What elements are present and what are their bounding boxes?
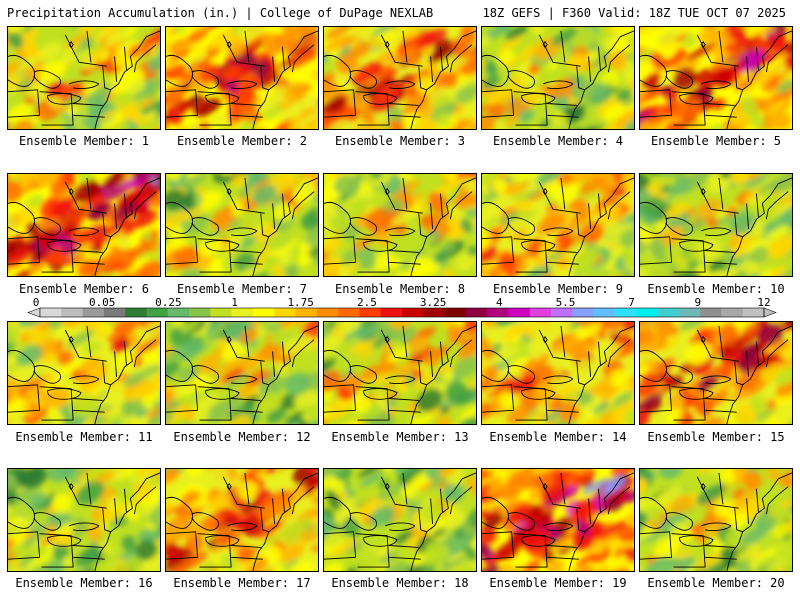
- colorbar-swatch: [189, 308, 211, 317]
- ensemble-member-map: [7, 321, 161, 425]
- colorbar-swatch: [742, 308, 765, 317]
- ensemble-member-map: [323, 321, 477, 425]
- ensemble-member-label: Ensemble Member: 15: [647, 430, 785, 444]
- colorbar-swatch: [167, 308, 190, 317]
- colorbar-swatch: [700, 308, 722, 317]
- colorbar-tick-label: 0.05: [89, 296, 116, 309]
- colorbar-swatch: [636, 308, 658, 317]
- ensemble-member-map: [323, 468, 477, 572]
- ensemble-member-label: Ensemble Member: 1: [18, 134, 150, 148]
- ensemble-member-map: [481, 173, 635, 277]
- ensemble-member-label: Ensemble Member: 3: [334, 134, 466, 148]
- colorbar-tick-label: 0: [33, 296, 40, 309]
- ensemble-member-map: [165, 321, 319, 425]
- colorbar-tick-label: 12: [757, 296, 770, 309]
- ensemble-member-map: [7, 26, 161, 130]
- colorbar-tick-label: 3.25: [420, 296, 447, 309]
- colorbar-swatch: [316, 308, 339, 317]
- ensemble-member-map: [639, 468, 793, 572]
- colorbar: 0 0.05 0.25 1 1.75 2.5 3.25 4 5.5 7 9 12: [27, 296, 777, 318]
- valid-time: 18Z GEFS | F360 Valid: 18Z TUE OCT 07 20…: [482, 6, 786, 20]
- colorbar-tick-label: 1.75: [287, 296, 314, 309]
- colorbar-tick-label: 1: [231, 296, 238, 309]
- ensemble-member-map: [481, 26, 635, 130]
- colorbar-swatch: [61, 308, 83, 317]
- ensemble-member-map: [481, 321, 635, 425]
- ensemble-member-label: Ensemble Member: 17: [173, 576, 311, 590]
- colorbar-swatch: [82, 308, 105, 317]
- colorbar-swatch: [402, 308, 424, 317]
- ensemble-member-label: Ensemble Member: 14: [489, 430, 627, 444]
- colorbar-swatch: [465, 308, 488, 317]
- colorbar-tick-label: 9: [694, 296, 701, 309]
- colorbar-swatch: [252, 308, 275, 317]
- colorbar-swatch: [721, 308, 743, 317]
- colorbar-swatch: [593, 308, 616, 317]
- colorbar-swatch: [657, 308, 680, 317]
- colorbar-swatch: [338, 308, 360, 317]
- ensemble-member-map: [165, 173, 319, 277]
- colorbar-swatch: [295, 308, 318, 317]
- colorbar-tick-label: 2.5: [357, 296, 377, 309]
- colorbar-swatch: [529, 308, 552, 317]
- ensemble-member-label: Ensemble Member: 10: [647, 282, 785, 296]
- colorbar-right-arrow: [763, 307, 777, 318]
- colorbar-swatch: [40, 308, 62, 317]
- colorbar-tick-label: 7: [628, 296, 635, 309]
- ensemble-member-label: Ensemble Member: 7: [176, 282, 308, 296]
- ensemble-member-map: [7, 173, 161, 277]
- ensemble-member-label: Ensemble Member: 4: [492, 134, 624, 148]
- ensemble-member-label: Ensemble Member: 18: [331, 576, 469, 590]
- ensemble-member-label: Ensemble Member: 20: [647, 576, 785, 590]
- colorbar-swatch: [274, 308, 296, 317]
- colorbar-swatch: [210, 308, 232, 317]
- colorbar-swatch: [125, 308, 147, 317]
- ensemble-member-label: Ensemble Member: 6: [18, 282, 150, 296]
- colorbar-swatch: [678, 308, 701, 317]
- colorbar-left-arrow: [27, 307, 41, 318]
- ensemble-member-map: [639, 321, 793, 425]
- ensemble-member-label: Ensemble Member: 19: [489, 576, 627, 590]
- product-title: Precipitation Accumulation (in.) | Colle…: [7, 6, 434, 20]
- ensemble-member-label: Ensemble Member: 8: [334, 282, 466, 296]
- colorbar-swatch: [614, 308, 637, 317]
- colorbar-swatch: [423, 308, 445, 317]
- ensemble-member-label: Ensemble Member: 11: [15, 430, 153, 444]
- ensemble-member-map: [481, 468, 635, 572]
- colorbar-tick-label: 0.25: [155, 296, 182, 309]
- colorbar-swatch: [508, 308, 531, 317]
- colorbar-tick-label: 4: [496, 296, 503, 309]
- ensemble-member-label: Ensemble Member: 16: [15, 576, 153, 590]
- ensemble-member-map: [7, 468, 161, 572]
- ensemble-member-label: Ensemble Member: 2: [176, 134, 308, 148]
- ensemble-member-label: Ensemble Member: 5: [650, 134, 782, 148]
- colorbar-swatch: [231, 308, 254, 317]
- ensemble-member-map: [639, 173, 793, 277]
- ensemble-member-map: [639, 26, 793, 130]
- ensemble-member-label: Ensemble Member: 12: [173, 430, 311, 444]
- ensemble-member-map: [165, 26, 319, 130]
- colorbar-swatch: [487, 308, 509, 317]
- ensemble-member-map: [323, 173, 477, 277]
- colorbar-swatch: [146, 308, 169, 317]
- ensemble-member-label: Ensemble Member: 9: [492, 282, 624, 296]
- colorbar-swatch: [103, 308, 126, 317]
- ensemble-member-map: [323, 26, 477, 130]
- colorbar-swatch: [359, 308, 381, 317]
- ensemble-member-map: [165, 468, 319, 572]
- colorbar-swatch: [551, 308, 573, 317]
- colorbar-swatch: [380, 308, 403, 317]
- colorbar-tick-label: 5.5: [556, 296, 576, 309]
- colorbar-swatch: [572, 308, 594, 317]
- colorbar-swatch: [444, 308, 467, 317]
- ensemble-member-label: Ensemble Member: 13: [331, 430, 469, 444]
